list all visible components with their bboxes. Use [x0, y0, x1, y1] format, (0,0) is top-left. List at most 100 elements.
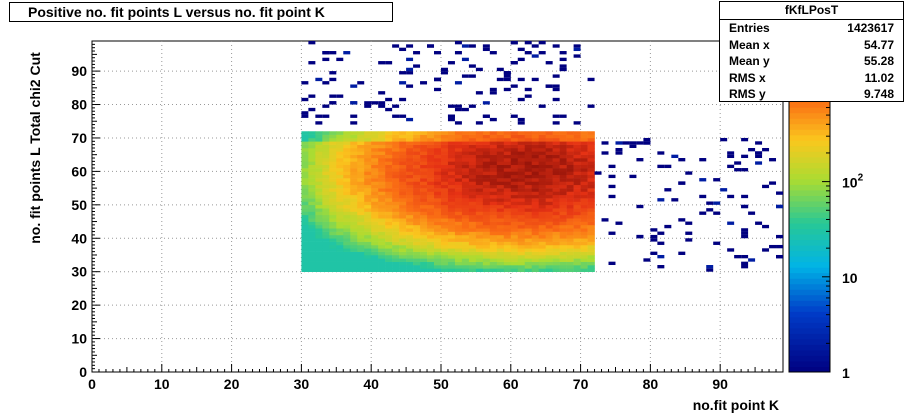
heatmap-cell: [364, 151, 372, 155]
heatmap-cell: [308, 234, 316, 239]
heatmap-cell: [420, 228, 428, 232]
heatmap-cell: [552, 194, 560, 199]
heatmap-cell: [657, 164, 665, 169]
heatmap-cell: [378, 231, 386, 236]
heatmap-cell: [468, 151, 477, 155]
heatmap-cell: [440, 198, 449, 202]
heatmap-cell: [475, 168, 484, 172]
heatmap-cell: [315, 141, 323, 145]
heatmap-cell: [385, 254, 393, 259]
heatmap-cell: [489, 117, 497, 122]
heatmap-cell: [301, 114, 309, 118]
heatmap-cell: [776, 234, 783, 239]
palette-segment: [789, 272, 830, 279]
heatmap-cell: [454, 137, 463, 142]
heatmap-cell: [308, 258, 316, 262]
heatmap-cell: [454, 204, 463, 209]
heatmap-cell: [524, 168, 533, 172]
heatmap-cell: [357, 188, 365, 192]
heatmap-cell: [378, 184, 386, 189]
heatmap-cell: [413, 184, 421, 189]
heatmap-cell: [427, 181, 435, 186]
heatmap-cell: [301, 244, 309, 249]
heatmap-cell: [454, 211, 463, 216]
heatmap-cell: [350, 147, 358, 152]
heatmap-cell: [552, 241, 560, 246]
heatmap-cell: [482, 171, 491, 176]
heatmap-cell: [447, 248, 456, 252]
heatmap-cell: [385, 158, 393, 162]
heatmap-cell: [489, 154, 498, 159]
heatmap-cell: [524, 134, 533, 139]
heatmap-cell: [496, 164, 505, 169]
heatmap-cell: [573, 191, 581, 196]
heatmap-cell: [329, 204, 337, 209]
heatmap-cell: [482, 137, 491, 142]
heatmap-cell: [329, 181, 337, 186]
heatmap-cell: [350, 101, 358, 105]
heatmap-cell: [406, 44, 414, 48]
heatmap-cell: [447, 251, 456, 256]
heatmap-cell: [350, 248, 358, 252]
heatmap-cell: [440, 221, 449, 226]
heatmap-cell: [413, 258, 421, 262]
heatmap-cell: [385, 231, 393, 236]
heatmap-cell: [350, 208, 358, 212]
palette-segment: [789, 355, 830, 362]
heatmap-cell: [447, 171, 456, 176]
heatmap-cell: [517, 141, 526, 145]
stats-name: fKfLPosT: [720, 2, 903, 20]
heatmap-cell: [552, 178, 560, 182]
heatmap-cell: [420, 254, 428, 259]
heatmap-cell: [385, 241, 393, 246]
heatmap-cell: [357, 261, 365, 266]
heatmap-cell: [454, 107, 462, 112]
heatmap-cell: [545, 191, 553, 196]
heatmap-cell: [650, 251, 658, 255]
heatmap-cell: [308, 228, 316, 232]
heatmap-cell: [315, 174, 323, 179]
heatmap-cell: [357, 258, 365, 262]
heatmap-cell: [447, 208, 456, 212]
heatmap-cell: [573, 204, 581, 209]
heatmap-cell: [510, 181, 519, 186]
heatmap-cell: [475, 248, 484, 252]
heatmap-cell: [399, 144, 407, 149]
heatmap-cell: [475, 151, 484, 155]
heatmap-cell: [399, 174, 407, 179]
heatmap-cell: [392, 137, 400, 142]
heatmap-cell: [364, 168, 372, 172]
heatmap-cell: [399, 224, 407, 229]
heatmap-cell: [510, 234, 519, 239]
stats-label: Mean y: [729, 54, 770, 68]
heatmap-cell: [420, 158, 428, 162]
heatmap-cell: [510, 184, 519, 189]
heatmap-cell: [350, 261, 358, 266]
heatmap-cell: [496, 201, 505, 206]
heatmap-cell: [427, 44, 435, 48]
heatmap-cell: [545, 265, 553, 269]
heatmap-cell: [489, 137, 498, 142]
heatmap-cell: [678, 218, 686, 222]
heatmap-cell: [580, 221, 588, 226]
heatmap-cell: [301, 248, 309, 252]
heatmap-cell: [510, 251, 519, 256]
heatmap-cell: [329, 224, 337, 229]
heatmap-cell: [580, 224, 588, 229]
heatmap-cell: [587, 248, 595, 252]
heatmap-cell: [399, 161, 407, 166]
heatmap-cell: [364, 161, 372, 166]
heatmap-cell: [427, 164, 435, 169]
heatmap-cell: [503, 181, 512, 186]
heatmap-cell: [343, 221, 351, 226]
heatmap-cell: [538, 231, 546, 236]
heatmap-cell: [524, 214, 533, 219]
heatmap-cell: [552, 191, 560, 196]
heatmap-cell: [385, 107, 393, 112]
heatmap-cell: [559, 204, 567, 209]
heatmap-cell: [385, 61, 393, 65]
heatmap-cell: [538, 151, 546, 155]
heatmap-cell: [406, 181, 414, 186]
heatmap-cell: [510, 248, 519, 252]
heatmap-cell: [447, 204, 456, 209]
